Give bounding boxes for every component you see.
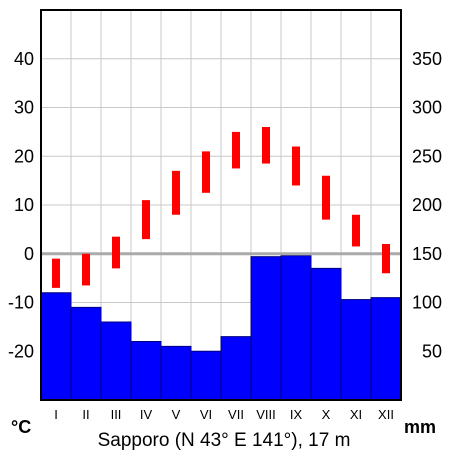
temperature-range-bar [142,200,150,240]
month-label: V [172,407,181,422]
precipitation-bar [40,292,72,401]
precipitation-bar [250,256,282,401]
temperature-tick-label: 40 [14,49,34,69]
month-label: III [111,407,122,422]
month-label: VIII [256,407,276,422]
precipitation-tick-label: 350 [412,49,442,69]
precipitation-bar [310,267,342,401]
month-label: IV [140,407,153,422]
temperature-tick-label: 0 [24,244,34,264]
temperature-range-bar [202,151,210,193]
temperature-range-bars [52,127,390,288]
temperature-range-bar [292,146,300,186]
precipitation-tick-label: 150 [412,244,442,264]
precipitation-bar [220,336,252,401]
temperature-range-bar [52,258,60,288]
temperature-range-bar [232,131,240,169]
precipitation-tick-label: 200 [412,195,442,215]
temperature-tick-label: 10 [14,195,34,215]
temperature-range-bar [352,214,360,247]
precipitation-bar [370,297,402,401]
plot-frame [40,9,402,401]
month-label: VI [200,407,212,422]
month-labels: I II III IV V VI VII VIII IX X XI XII [54,407,394,422]
plot-border [40,9,402,401]
month-label: I [54,407,58,422]
temperature-range-bar [382,244,390,274]
temperature-tick-label: 20 [14,146,34,166]
left-axis-ticks: 40 30 20 10 0 -10 -20 [8,49,34,362]
precipitation-tick-label: 50 [422,341,442,361]
temperature-range-bar [82,253,90,286]
temperature-unit: °C [11,417,31,437]
month-label: XII [378,407,394,422]
month-label: VII [228,407,244,422]
temperature-tick-label: -20 [8,341,34,361]
temperature-tick-label: -10 [8,293,34,313]
precipitation-bar [70,306,102,401]
month-label: IX [290,407,303,422]
precipitation-bar [130,341,162,401]
month-label: II [82,407,89,422]
temperature-tick-label: 30 [14,98,34,118]
month-label: XI [350,407,362,422]
temperature-range-bar [112,236,120,269]
precipitation-bar [340,299,372,401]
right-axis-ticks: 350 300 250 200 150 100 50 [412,49,442,362]
precipitation-tick-label: 250 [412,146,442,166]
precipitation-bar [190,350,222,401]
temperature-range-bar [262,127,270,164]
precipitation-bar [100,321,132,401]
precipitation-unit: mm [404,417,436,437]
precipitation-bar [280,255,312,401]
precipitation-tick-label: 300 [412,98,442,118]
chart-caption: Sapporo (N 43° E 141°), 17 m [98,430,351,450]
temperature-range-bar [172,170,180,215]
precipitation-tick-label: 100 [412,293,442,313]
temperature-range-bar [322,175,330,220]
month-label: X [322,407,331,422]
precipitation-bar [160,345,192,401]
